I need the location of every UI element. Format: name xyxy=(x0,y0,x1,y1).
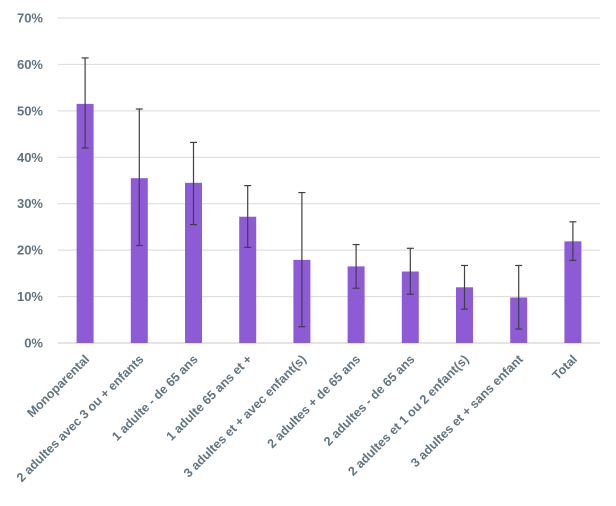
error-bar xyxy=(569,221,577,261)
y-tick-label: 10% xyxy=(17,289,43,304)
y-tick-label: 50% xyxy=(17,103,43,118)
y-tick-label: 40% xyxy=(17,150,43,165)
y-axis-ticks: 0% 10% 20% 30% 40% 50% 60% 70% xyxy=(17,11,43,351)
error-bar xyxy=(81,57,89,149)
bar xyxy=(564,241,582,343)
bar xyxy=(76,103,94,344)
x-category-label: Total xyxy=(550,352,580,382)
bar xyxy=(185,182,202,343)
x-category-label: 3 adultes et + sans enfant xyxy=(408,352,526,470)
error-bar xyxy=(461,264,468,310)
error-bar xyxy=(515,264,523,330)
x-category-label: 2 adultes - de 65 ans xyxy=(321,352,417,448)
y-tick-label: 60% xyxy=(17,57,43,72)
error-bar xyxy=(190,141,197,226)
bar xyxy=(130,178,148,343)
bar xyxy=(456,287,473,343)
y-tick-label: 70% xyxy=(17,11,43,26)
gridlines xyxy=(58,17,600,344)
bar xyxy=(401,271,419,343)
x-category-label: 2 adultes + de 65 ans xyxy=(265,352,364,451)
y-tick-label: 30% xyxy=(17,196,43,211)
error-bar xyxy=(352,243,360,289)
error-bar xyxy=(244,185,252,248)
y-tick-label: 0% xyxy=(24,336,43,351)
error-bar xyxy=(406,247,414,295)
bars xyxy=(76,103,582,344)
y-tick-label: 20% xyxy=(17,243,43,258)
error-bar xyxy=(298,191,306,328)
error-bar xyxy=(135,108,143,247)
bar xyxy=(239,216,257,343)
bar xyxy=(347,266,365,343)
error-bars xyxy=(81,57,577,330)
